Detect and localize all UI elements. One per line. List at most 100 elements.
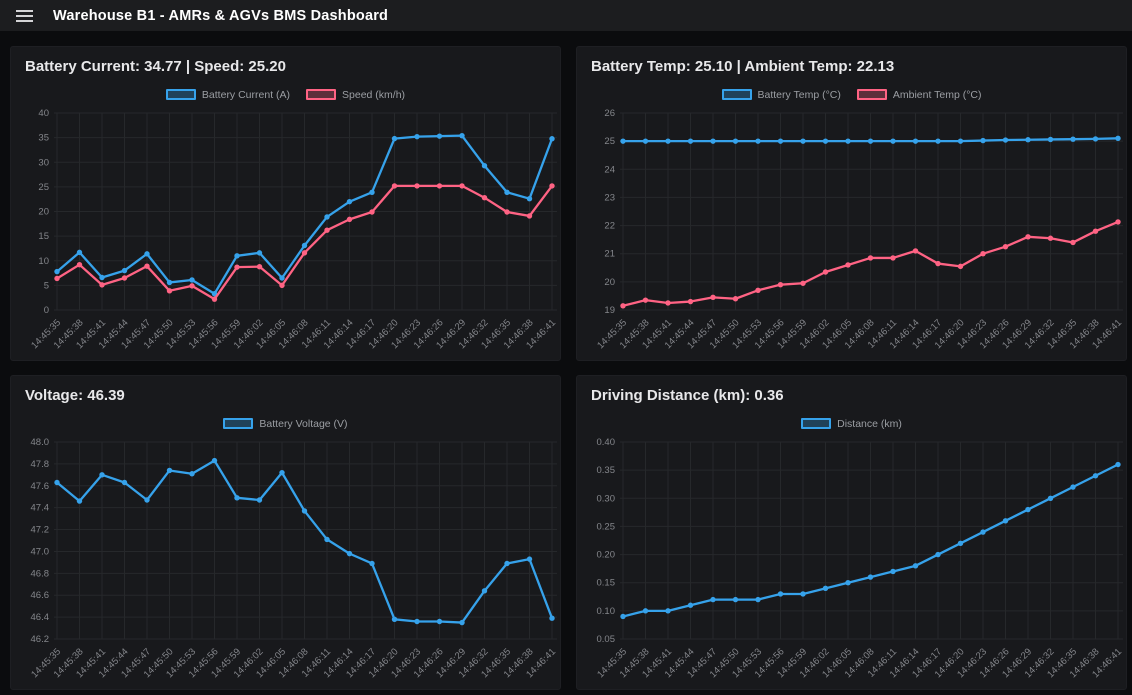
data-point[interactable] <box>76 261 83 268</box>
data-point[interactable] <box>144 497 150 503</box>
data-point[interactable] <box>665 300 671 306</box>
data-point[interactable] <box>755 287 761 293</box>
data-point[interactable] <box>414 133 420 140</box>
data-point[interactable] <box>957 138 964 144</box>
data-point[interactable] <box>414 183 420 189</box>
data-point[interactable] <box>867 255 874 261</box>
data-point[interactable] <box>211 296 218 302</box>
data-point[interactable] <box>1092 136 1099 142</box>
data-point[interactable] <box>822 138 829 144</box>
data-point[interactable] <box>912 138 919 144</box>
data-point[interactable] <box>481 195 488 201</box>
data-point[interactable] <box>822 269 829 275</box>
data-point[interactable] <box>732 296 739 302</box>
data-point[interactable] <box>526 213 533 219</box>
data-point[interactable] <box>1002 243 1009 250</box>
data-point[interactable] <box>436 618 443 625</box>
data-point[interactable] <box>890 568 896 575</box>
data-point[interactable] <box>710 294 716 301</box>
data-point[interactable] <box>1092 473 1099 479</box>
data-point[interactable] <box>620 138 626 144</box>
data-point[interactable] <box>481 588 488 594</box>
data-point[interactable] <box>935 551 941 558</box>
data-point[interactable] <box>99 472 105 478</box>
data-point[interactable] <box>867 574 874 580</box>
data-point[interactable] <box>800 138 806 144</box>
data-point[interactable] <box>1047 495 1054 501</box>
data-point[interactable] <box>76 249 83 256</box>
legend-item[interactable]: Battery Voltage (V) <box>223 418 348 430</box>
data-point[interactable] <box>665 138 671 144</box>
data-point[interactable] <box>301 242 308 249</box>
data-point[interactable] <box>234 264 240 270</box>
data-point[interactable] <box>189 277 195 283</box>
data-point[interactable] <box>1002 518 1009 524</box>
data-point[interactable] <box>414 618 420 625</box>
data-point[interactable] <box>1115 219 1121 225</box>
data-point[interactable] <box>436 183 443 189</box>
data-point[interactable] <box>256 263 263 270</box>
data-point[interactable] <box>1047 235 1054 241</box>
data-point[interactable] <box>1070 136 1076 142</box>
data-point[interactable] <box>980 251 986 257</box>
legend-item[interactable]: Speed (km/h) <box>306 89 405 101</box>
data-point[interactable] <box>845 262 851 268</box>
data-point[interactable] <box>121 275 128 281</box>
data-point[interactable] <box>504 189 510 195</box>
data-point[interactable] <box>822 585 829 592</box>
data-point[interactable] <box>1025 137 1031 143</box>
data-point[interactable] <box>890 255 896 261</box>
data-point[interactable] <box>845 580 851 586</box>
data-point[interactable] <box>549 136 555 142</box>
data-point[interactable] <box>957 540 964 547</box>
data-point[interactable] <box>54 268 60 275</box>
data-point[interactable] <box>710 596 716 603</box>
data-point[interactable] <box>755 138 761 144</box>
data-point[interactable] <box>549 615 555 621</box>
data-point[interactable] <box>935 138 941 144</box>
data-point[interactable] <box>391 183 398 189</box>
data-point[interactable] <box>324 227 330 233</box>
data-point[interactable] <box>800 280 806 286</box>
data-point[interactable] <box>211 291 218 297</box>
data-point[interactable] <box>1115 461 1121 468</box>
data-point[interactable] <box>279 275 285 281</box>
data-point[interactable] <box>436 133 443 139</box>
data-point[interactable] <box>504 560 510 567</box>
data-point[interactable] <box>481 162 488 169</box>
data-point[interactable] <box>642 138 649 144</box>
data-point[interactable] <box>346 550 353 557</box>
data-point[interactable] <box>166 467 173 474</box>
data-point[interactable] <box>189 283 195 289</box>
line-chart-voltage[interactable]: 14:45:3514:45:3814:45:4114:45:4414:45:47… <box>11 434 561 689</box>
line-chart-temperature[interactable]: 14:45:3514:45:3814:45:4114:45:4414:45:47… <box>577 105 1127 360</box>
data-point[interactable] <box>687 298 694 305</box>
data-point[interactable] <box>391 616 398 622</box>
data-point[interactable] <box>279 469 285 476</box>
data-point[interactable] <box>76 498 83 504</box>
data-point[interactable] <box>256 250 263 256</box>
data-point[interactable] <box>459 619 465 626</box>
data-point[interactable] <box>1047 136 1054 143</box>
data-point[interactable] <box>732 138 739 144</box>
data-point[interactable] <box>777 138 784 144</box>
data-point[interactable] <box>526 556 533 562</box>
data-point[interactable] <box>1070 239 1076 246</box>
data-point[interactable] <box>800 591 806 597</box>
data-point[interactable] <box>1092 228 1099 234</box>
data-point[interactable] <box>99 282 105 288</box>
data-point[interactable] <box>144 251 150 257</box>
data-point[interactable] <box>642 608 649 614</box>
data-point[interactable] <box>732 596 739 603</box>
data-point[interactable] <box>935 260 941 267</box>
data-point[interactable] <box>346 216 353 223</box>
data-point[interactable] <box>346 198 353 205</box>
data-point[interactable] <box>777 591 784 597</box>
data-point[interactable] <box>755 596 761 603</box>
data-point[interactable] <box>980 137 986 144</box>
data-point[interactable] <box>369 209 375 215</box>
data-point[interactable] <box>890 138 896 144</box>
menu-button[interactable] <box>16 8 36 24</box>
data-point[interactable] <box>549 183 555 189</box>
data-point[interactable] <box>234 495 240 501</box>
